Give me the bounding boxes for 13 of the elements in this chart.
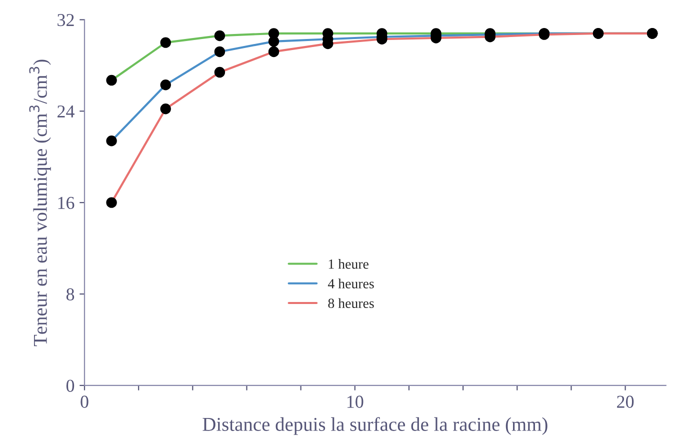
y-tick-label: 32 [58, 14, 74, 26]
x-tick-label: 20 [617, 396, 634, 408]
x-axis-title: Distance depuis la surface de la racine (mm) [202, 417, 548, 435]
y-tick-label: 24 [58, 105, 74, 118]
x-tick-label: 10 [347, 396, 364, 408]
y-axis-title: Teneur en eau volumique (cm$^{3}$/cm$^{3}$) [29, 60, 51, 346]
y-tick-label: 8 [66, 288, 74, 300]
x-tick-label: 0 [80, 396, 88, 408]
legend-label: 8 heures [328, 298, 374, 308]
legend-label: 1 heure [328, 258, 368, 269]
y-tick-label: 0 [66, 380, 74, 392]
y-tick-label: 16 [58, 196, 74, 210]
legend-label: 4 heures [328, 278, 374, 288]
